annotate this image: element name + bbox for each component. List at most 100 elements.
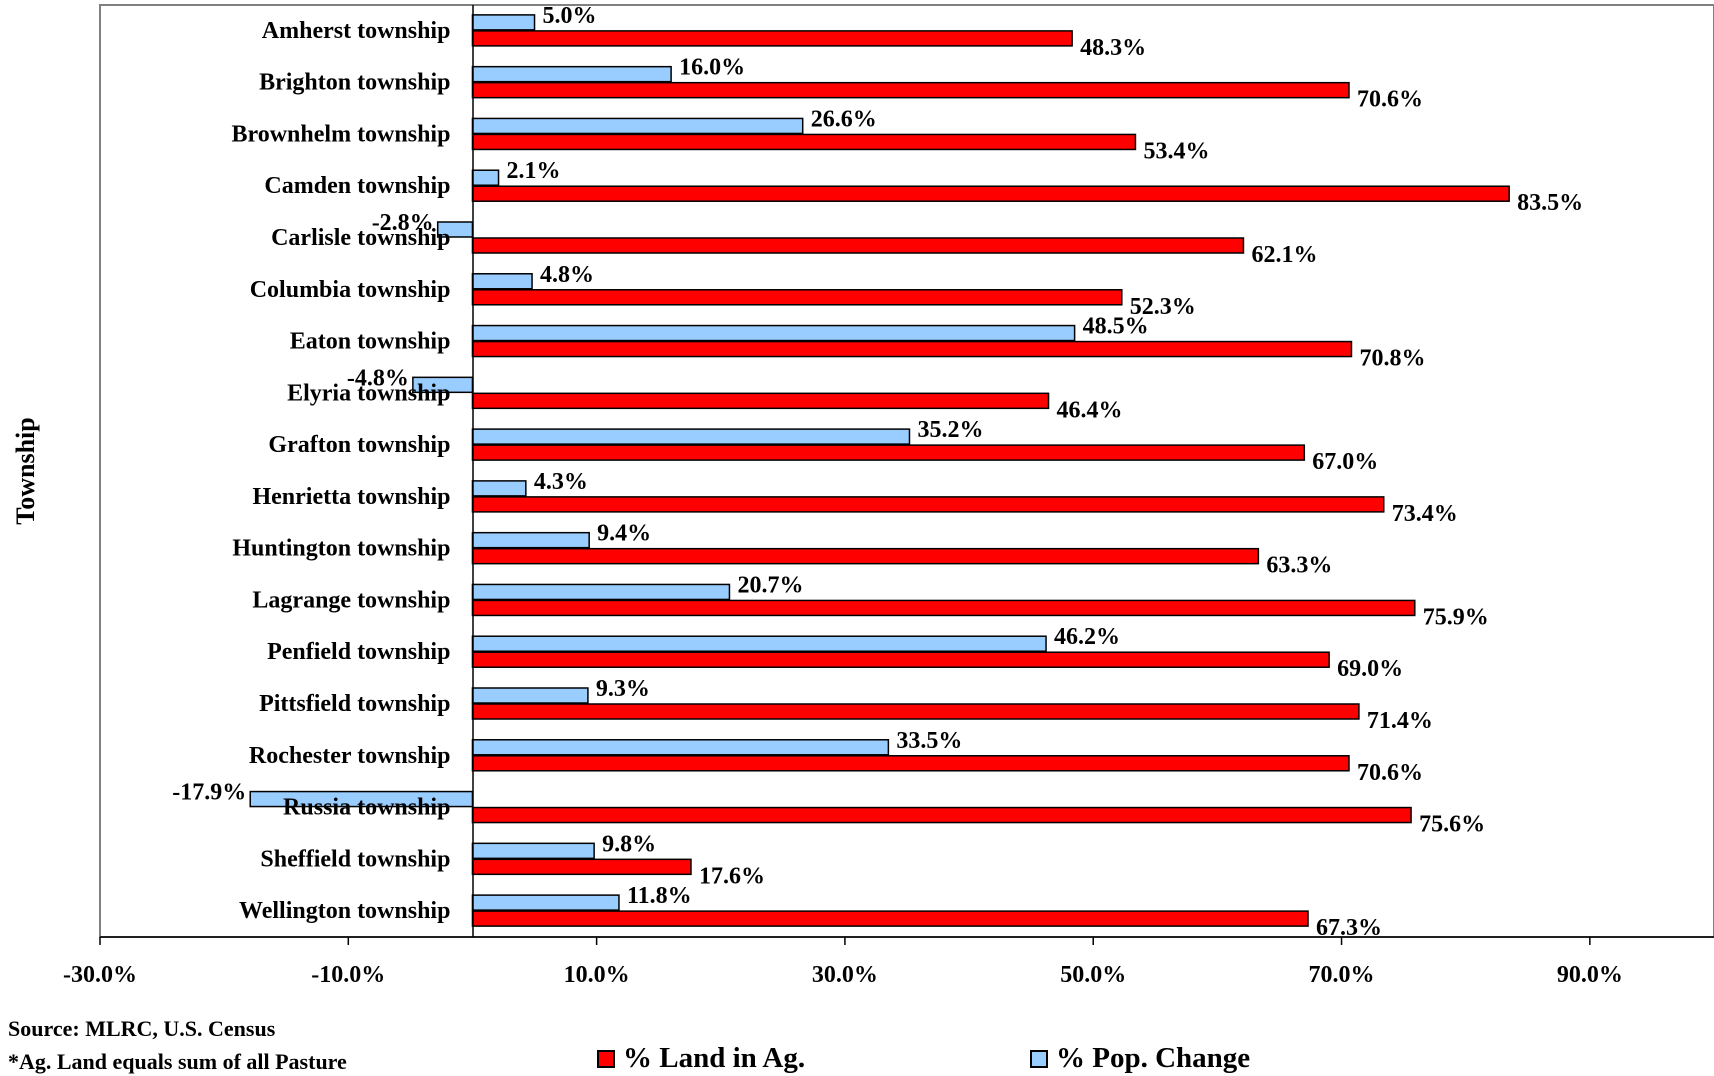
bar-land-in-ag bbox=[471, 703, 1360, 720]
data-label-pop-change: 2.1% bbox=[507, 158, 561, 184]
bar-land-in-ag bbox=[471, 910, 1309, 927]
data-label-land-in-ag: 71.4% bbox=[1367, 708, 1433, 734]
category-label: Russia township bbox=[283, 795, 450, 821]
data-label-pop-change: 26.6% bbox=[811, 106, 877, 132]
legend-item-pop: % Pop. Change bbox=[1030, 1042, 1250, 1075]
bar-land-in-ag bbox=[471, 289, 1123, 306]
category-label: Sheffield township bbox=[260, 846, 450, 872]
data-label-land-in-ag: 67.0% bbox=[1312, 449, 1378, 475]
data-label-land-in-ag: 70.6% bbox=[1357, 87, 1423, 113]
data-label-land-in-ag: 75.6% bbox=[1419, 812, 1485, 838]
bar-pop-change bbox=[471, 324, 1076, 342]
data-label-pop-change: 4.3% bbox=[534, 469, 588, 495]
bar-pop-change bbox=[471, 739, 890, 756]
bar-land-in-ag bbox=[471, 496, 1385, 513]
x-tick-label: 30.0% bbox=[812, 962, 878, 988]
data-label-pop-change: 20.7% bbox=[737, 572, 803, 598]
source-note: Source: MLRC, U.S. Census bbox=[8, 1016, 276, 1041]
legend-label-land: % Land in Ag. bbox=[623, 1042, 806, 1074]
data-label-pop-change: 4.8% bbox=[540, 262, 594, 288]
bar-land-in-ag bbox=[471, 30, 1073, 47]
bar-land-in-ag bbox=[471, 858, 692, 876]
data-label-pop-change: 48.5% bbox=[1083, 314, 1149, 340]
data-label-land-in-ag: 62.1% bbox=[1251, 242, 1317, 268]
data-label-land-in-ag: 69.0% bbox=[1337, 656, 1403, 682]
data-label-land-in-ag: 73.4% bbox=[1392, 501, 1458, 527]
data-label-pop-change: 9.4% bbox=[597, 521, 651, 547]
bar-land-in-ag bbox=[471, 806, 1412, 824]
bar-pop-change bbox=[471, 894, 620, 911]
bar-pop-change bbox=[471, 842, 595, 860]
data-label-pop-change: -17.9% bbox=[172, 780, 246, 806]
data-label-land-in-ag: 53.4% bbox=[1143, 138, 1209, 164]
data-label-land-in-ag: 63.3% bbox=[1266, 553, 1332, 579]
category-label: Pittsfield township bbox=[259, 691, 450, 717]
bar-pop-change bbox=[471, 117, 804, 135]
footnote: *Ag. Land equals sum of all Pasture bbox=[8, 1049, 347, 1074]
category-label: Brighton township bbox=[259, 70, 450, 96]
bar-land-in-ag bbox=[471, 651, 1330, 668]
legend-swatch-pop bbox=[1030, 1049, 1048, 1068]
category-label: Columbia township bbox=[250, 277, 451, 303]
bar-land-in-ag bbox=[471, 599, 1416, 617]
legend-item-land: % Land in Ag. bbox=[597, 1042, 805, 1075]
y-axis-title: Township bbox=[11, 417, 40, 524]
x-tick-label: 50.0% bbox=[1060, 962, 1126, 988]
bar-land-in-ag bbox=[471, 81, 1350, 99]
data-label-land-in-ag: 70.6% bbox=[1357, 760, 1423, 786]
bar-pop-change bbox=[471, 14, 536, 31]
data-label-land-in-ag: 17.6% bbox=[699, 863, 765, 889]
legend-swatch-land bbox=[597, 1049, 615, 1068]
data-label-land-in-ag: 52.3% bbox=[1130, 294, 1196, 320]
data-label-pop-change: 16.0% bbox=[679, 55, 745, 81]
category-label: Wellington township bbox=[239, 898, 450, 924]
data-label-land-in-ag: 67.3% bbox=[1316, 915, 1382, 941]
bar-pop-change bbox=[471, 687, 589, 704]
data-label-land-in-ag: 46.4% bbox=[1057, 397, 1123, 423]
data-label-pop-change: 9.8% bbox=[602, 831, 656, 857]
x-tick-label: -10.0% bbox=[311, 962, 385, 988]
legend-label-pop: % Pop. Change bbox=[1056, 1042, 1251, 1074]
category-label: Penfield township bbox=[267, 639, 450, 665]
category-label: Grafton township bbox=[268, 432, 450, 458]
bar-pop-change bbox=[471, 583, 731, 601]
category-label: Eaton township bbox=[290, 329, 451, 355]
data-label-pop-change: 33.5% bbox=[896, 728, 962, 754]
x-tick-label: 70.0% bbox=[1309, 962, 1375, 988]
data-label-pop-change: -4.8% bbox=[347, 365, 409, 391]
category-label: Lagrange township bbox=[252, 587, 450, 613]
bar-pop-change bbox=[471, 480, 527, 497]
category-label: Henrietta township bbox=[252, 484, 450, 510]
data-label-pop-change: -2.8% bbox=[372, 210, 434, 236]
data-label-pop-change: 46.2% bbox=[1054, 624, 1120, 650]
data-label-pop-change: 9.3% bbox=[596, 676, 650, 702]
data-label-land-in-ag: 83.5% bbox=[1517, 190, 1583, 216]
x-tick-label: 10.0% bbox=[564, 962, 630, 988]
plot-area bbox=[99, 4, 1714, 938]
category-label: Huntington township bbox=[232, 536, 450, 562]
data-label-pop-change: 11.8% bbox=[627, 883, 692, 909]
bar-pop-change bbox=[471, 273, 533, 290]
bar-pop-change bbox=[471, 635, 1047, 652]
bar-land-in-ag bbox=[471, 237, 1245, 254]
data-label-pop-change: 35.2% bbox=[917, 417, 983, 443]
category-label: Camden township bbox=[264, 173, 450, 199]
data-label-land-in-ag: 70.8% bbox=[1359, 346, 1425, 372]
x-tick-label: 90.0% bbox=[1557, 962, 1623, 988]
x-tick-label: -30.0% bbox=[63, 962, 137, 988]
category-label: Amherst township bbox=[262, 18, 451, 44]
bar-pop-change bbox=[471, 169, 500, 186]
bar-pop-change bbox=[471, 531, 590, 549]
category-label: Brownhelm township bbox=[232, 121, 451, 147]
data-label-land-in-ag: 75.9% bbox=[1423, 604, 1489, 630]
bar-land-in-ag bbox=[471, 185, 1510, 202]
bar-pop-change bbox=[471, 65, 672, 83]
category-label: Rochester township bbox=[249, 743, 451, 769]
bar-land-in-ag bbox=[471, 340, 1353, 358]
bar-land-in-ag bbox=[471, 547, 1260, 565]
category-label: Elyria township bbox=[287, 380, 450, 406]
category-label: Carlisle township bbox=[271, 225, 450, 251]
data-label-pop-change: 5.0% bbox=[543, 3, 597, 29]
bar-land-in-ag bbox=[471, 444, 1306, 461]
